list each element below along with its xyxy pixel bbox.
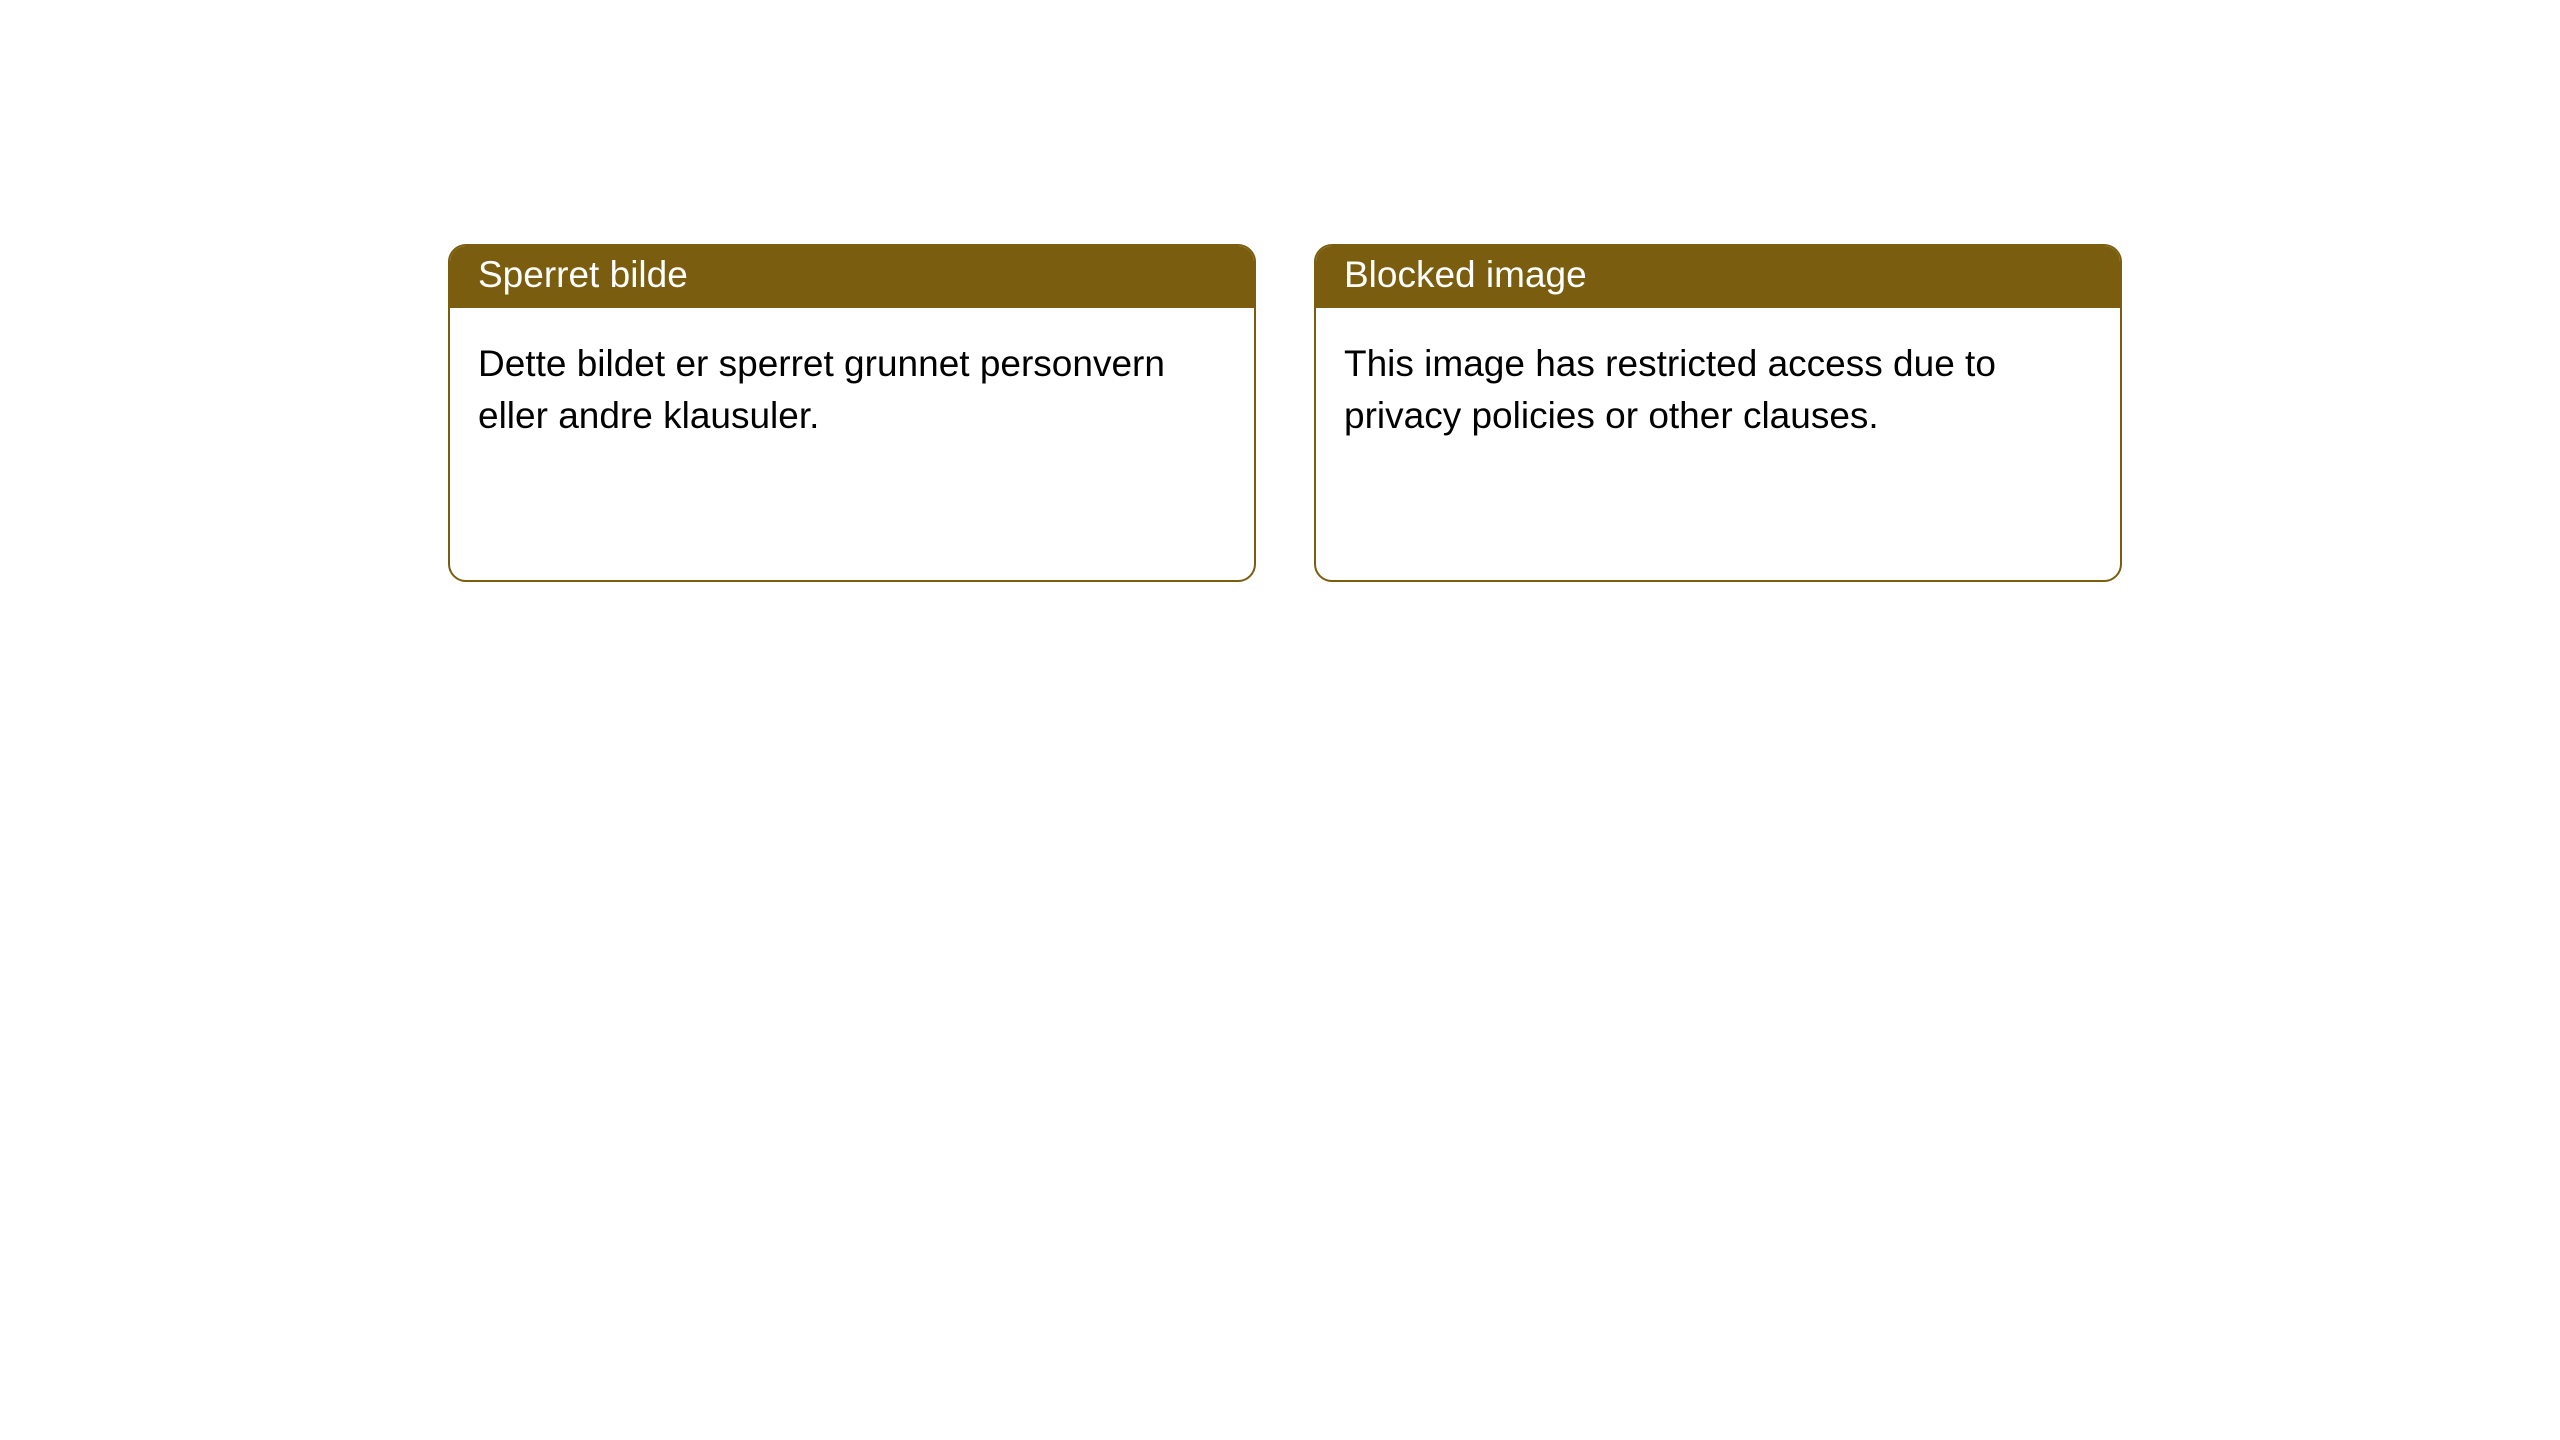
card-body: This image has restricted access due to … <box>1316 308 2120 472</box>
blocked-image-card-norwegian: Sperret bilde Dette bildet er sperret gr… <box>448 244 1256 582</box>
blocked-image-card-english: Blocked image This image has restricted … <box>1314 244 2122 582</box>
notice-container: Sperret bilde Dette bildet er sperret gr… <box>0 0 2560 582</box>
card-header: Blocked image <box>1316 246 2120 308</box>
card-body: Dette bildet er sperret grunnet personve… <box>450 308 1254 472</box>
card-header: Sperret bilde <box>450 246 1254 308</box>
